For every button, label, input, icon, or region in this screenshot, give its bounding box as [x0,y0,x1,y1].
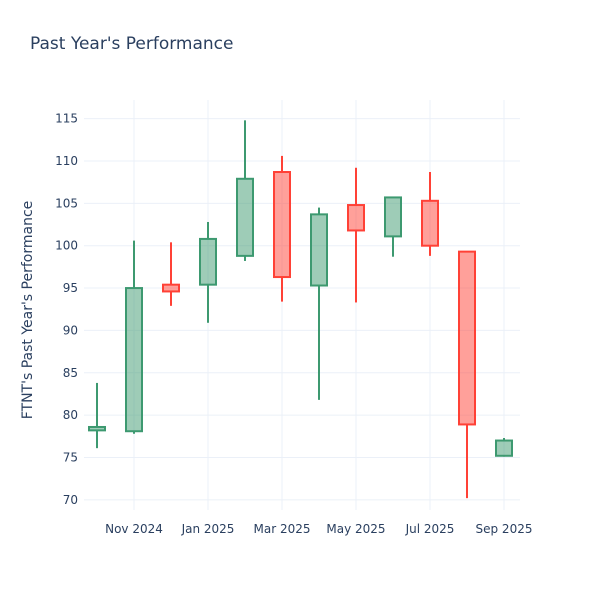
x-tick-label: Sep 2025 [476,522,533,536]
candle-2024-11 [125,240,143,434]
candle-body [384,196,402,238]
candle-2025-05 [347,167,365,303]
candle-body [347,204,365,232]
y-tick-label: 100 [55,239,78,253]
y-tick-label: 75 [63,450,78,464]
candle-body [273,171,291,279]
candle-body [162,283,180,293]
y-tick-label: 110 [55,154,78,168]
y-tick-label: 115 [55,112,78,126]
candle-body [310,213,328,287]
y-tick-label: 70 [63,493,78,507]
candle-body [236,177,254,257]
chart-title: Past Year's Performance [30,34,234,54]
candle-2024-12 [162,242,180,306]
x-tick-label: Nov 2024 [105,522,163,536]
y-tick-label: 85 [63,366,78,380]
y-axis-label: FTNT's Past Year's Performance [20,201,36,420]
candles [88,120,513,499]
candle-body [125,287,143,433]
x-tick-label: May 2025 [326,522,385,536]
candle-2025-06 [384,196,402,257]
x-tick-label: Mar 2025 [254,522,311,536]
candle-body [199,237,217,286]
candle-2025-09 [495,437,513,457]
y-tick-label: 90 [63,323,78,337]
candle-body [421,199,439,247]
axes: 70 75 80 85 90 95 100 105 110 115 Nov 2024 Jan 2025… [55,112,532,536]
candle-body [88,425,106,432]
candle-2024-10 [88,382,106,449]
x-tick-label: Jul 2025 [405,522,455,536]
y-tick-label: 105 [55,196,78,210]
candle-2025-03 [273,155,291,302]
candle-2025-07 [421,172,439,256]
x-tick-label: Jan 2025 [181,522,235,536]
candle-2025-01 [199,221,217,323]
candle-2025-08 [458,250,476,499]
candle-2025-04 [310,207,328,400]
candle-2025-02 [236,120,254,261]
candle-body [458,250,476,426]
candle-body [495,439,513,457]
y-tick-label: 95 [63,281,78,295]
gridlines [84,100,520,510]
y-tick-label: 80 [63,408,78,422]
